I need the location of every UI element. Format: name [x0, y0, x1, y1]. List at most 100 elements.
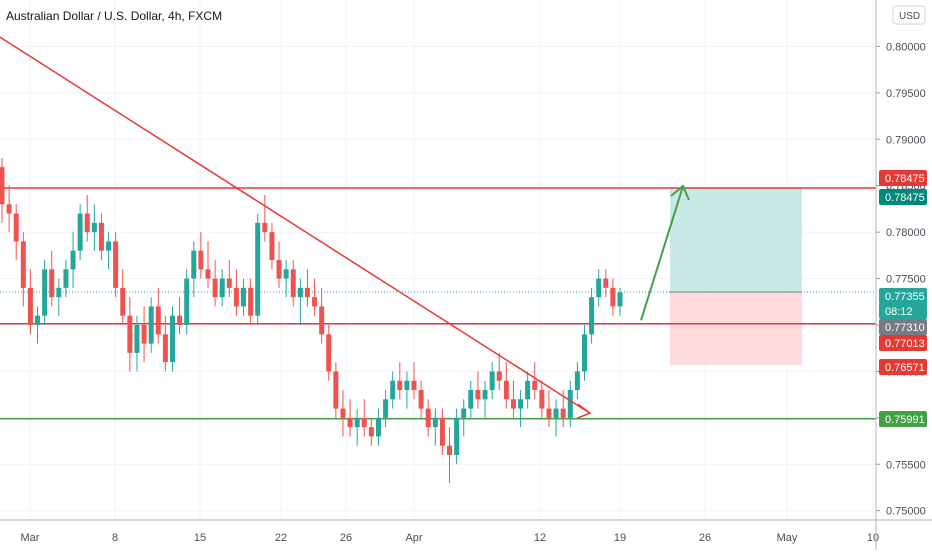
candle: [297, 278, 303, 325]
candle-body: [120, 287, 126, 316]
candle-body: [411, 380, 417, 390]
candle-body: [340, 408, 346, 418]
x-tick-label: 12: [534, 532, 546, 544]
price-tag-bg: [879, 288, 927, 304]
candle-body: [361, 417, 367, 428]
candle: [162, 315, 168, 372]
price-tag-label: 0.77013: [885, 338, 925, 350]
candle-body: [319, 306, 325, 335]
candle: [518, 390, 524, 428]
candle: [212, 260, 218, 307]
candle-body: [84, 213, 90, 233]
candle-body: [326, 334, 332, 372]
candle: [361, 399, 367, 437]
price-tag-bg: [879, 411, 927, 427]
candle: [304, 269, 310, 307]
candle: [269, 222, 275, 270]
candle-body: [461, 408, 467, 418]
candle-body: [489, 371, 495, 390]
candle: [439, 408, 445, 455]
candle-body: [290, 269, 296, 298]
candle: [35, 306, 41, 344]
candle: [70, 232, 76, 288]
x-tick-label: 22: [275, 532, 287, 544]
candle: [596, 269, 602, 307]
candle: [120, 269, 126, 325]
candle: [532, 362, 538, 400]
candle-body: [482, 390, 488, 400]
candle-body: [404, 380, 410, 390]
candle-body: [212, 278, 218, 298]
candle-body: [283, 269, 289, 279]
candle-body: [169, 315, 175, 363]
candle: [241, 278, 247, 316]
candle-body: [63, 269, 69, 288]
candle: [127, 297, 133, 372]
candle: [468, 380, 474, 418]
candle: [191, 241, 197, 298]
price-tag-bg: [879, 319, 927, 335]
y-tick-label: 0.80000: [886, 41, 926, 53]
candle: [233, 269, 239, 316]
candle: [106, 232, 112, 270]
candle: [198, 232, 204, 279]
candle: [390, 371, 396, 409]
candle-body: [127, 315, 133, 353]
candle-body: [297, 287, 303, 298]
x-tick-label: 26: [699, 532, 711, 544]
candle: [98, 213, 104, 260]
key-levels: [0, 187, 876, 420]
price-tag: 0.78475: [879, 189, 927, 205]
price-tag: 0.75991: [879, 411, 927, 427]
candle-body: [596, 278, 602, 298]
candle-body: [56, 287, 62, 298]
candle-body: [233, 287, 239, 307]
candle: [397, 362, 403, 400]
candle-body: [6, 204, 12, 214]
candle: [574, 362, 580, 400]
candle-body: [191, 250, 197, 279]
candle-body: [532, 380, 538, 390]
candle-body: [447, 445, 453, 455]
candle-body: [241, 287, 247, 307]
candle-body: [390, 380, 396, 400]
candle: [454, 408, 460, 465]
candle: [169, 306, 175, 372]
price-tag-bg: [879, 170, 927, 186]
x-tick-label: 19: [614, 532, 626, 544]
candle-body: [553, 408, 559, 418]
candle-body: [98, 222, 104, 251]
drawings: [0, 36, 690, 419]
position-zones: [670, 188, 802, 365]
y-tick-label: 0.75000: [886, 506, 926, 518]
candle-body: [589, 297, 595, 335]
price-tag: 0.77355: [879, 288, 927, 304]
candle: [219, 269, 225, 307]
candle-body: [439, 417, 445, 446]
candle: [425, 399, 431, 437]
candle-body: [425, 408, 431, 428]
price-tag-bg: [879, 335, 927, 351]
candle-body: [354, 417, 360, 428]
candle-body: [42, 269, 48, 316]
candle: [27, 269, 33, 335]
candle: [248, 278, 254, 325]
y-tick-label: 0.79500: [886, 88, 926, 100]
candle: [84, 195, 90, 242]
currency-selector[interactable]: USD: [892, 5, 926, 25]
candle-body: [454, 417, 460, 455]
candle-body: [70, 250, 76, 270]
candle-body: [20, 241, 26, 288]
price-tag-bg: [879, 189, 927, 205]
candle: [6, 185, 12, 233]
candle-body: [205, 269, 211, 279]
candle: [553, 399, 559, 437]
x-tick-label: Apr: [405, 532, 422, 544]
candle-body: [475, 390, 481, 400]
price-tag: 0.77310: [879, 319, 927, 335]
candle: [432, 408, 438, 446]
candle: [340, 390, 346, 437]
candle: [290, 260, 296, 307]
candle: [184, 269, 190, 335]
